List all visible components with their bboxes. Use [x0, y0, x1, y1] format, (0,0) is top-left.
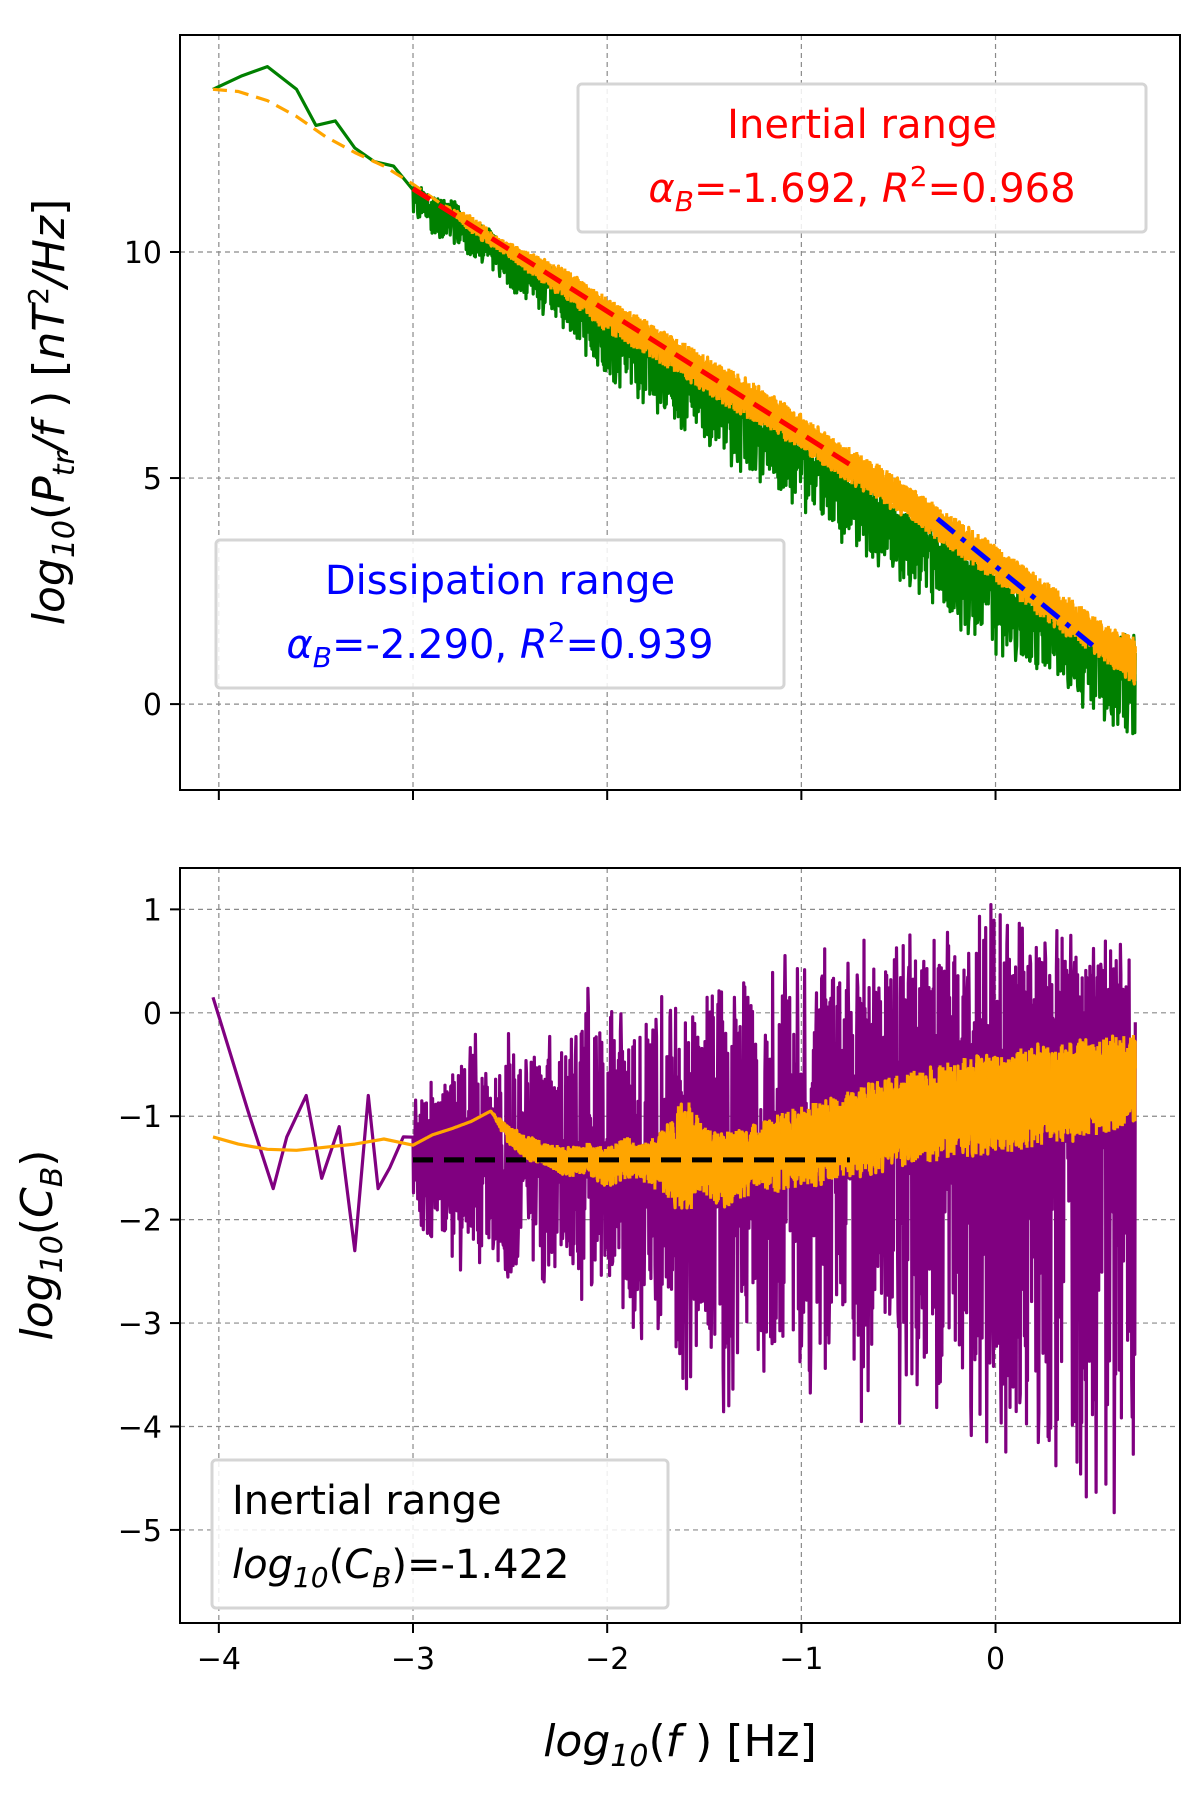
bottom-series-smoothed-dense	[508, 1034, 1137, 1210]
cb-legend-box	[210, 1458, 670, 1610]
bottom-x-tick-label: −4	[197, 1642, 241, 1677]
bottom-y-tick-label: −4	[118, 1410, 162, 1445]
top-ticks: 0 5 10	[124, 236, 997, 800]
bottom-x-tick-label: −2	[585, 1642, 629, 1677]
bottom-x-tick-label: −1	[779, 1642, 823, 1677]
x-axis-title: log10(f ) [Hz]	[543, 1716, 817, 1774]
bottom-y-tick-label: −3	[118, 1307, 162, 1342]
top-panel: 0 5 10 log10(Ptr/f ) [nT2/Hz] Inertial ran…	[22, 34, 1181, 800]
bottom-y-tick-label: −1	[118, 1100, 162, 1135]
cb-inertial-annotation: Inertial range log10(CB)=-1.422	[210, 1458, 670, 1610]
top-y-axis-title: log10(Ptr/f ) [nT2/Hz]	[22, 199, 82, 626]
dissipation-legend-stats: αB=-2.290, R2=0.939	[286, 616, 713, 674]
dissipation-legend-box	[214, 538, 786, 690]
bottom-panel: −4 −3 −2 −1 0 1 0 −1 −2 −3 −4 −5 log10(CB) log10(f …	[12, 867, 1181, 1774]
bottom-x-tick-label: −3	[391, 1642, 435, 1677]
top-y-tick-label: 0	[143, 688, 162, 723]
bottom-series	[211, 903, 1137, 1515]
top-inertial-fit-line	[411, 186, 852, 467]
top-plot-frame	[179, 34, 1181, 791]
bottom-ticks: −4 −3 −2 −1 0 1 0 −1 −2 −3 −4 −5	[118, 893, 1005, 1677]
bottom-y-tick-label: −5	[118, 1514, 162, 1549]
dissipation-legend-title: Dissipation range	[325, 558, 675, 604]
bottom-y-axis-title: log10(CB)	[12, 1150, 70, 1341]
top-series-smoothed-dense	[460, 214, 1137, 683]
top-y-tick-label: 10	[124, 236, 162, 271]
bottom-x-tick-label: 0	[986, 1642, 1005, 1677]
inertial-legend-stats: αB=-1.692, R2=0.968	[648, 160, 1075, 218]
dissipation-range-annotation: Dissipation range αB=-2.290, R2=0.939	[214, 538, 786, 690]
bottom-y-tick-label: 1	[143, 893, 162, 928]
inertial-range-annotation: Inertial range αB=-1.692, R2=0.968	[576, 82, 1148, 234]
top-y-tick-label: 5	[143, 462, 162, 497]
inertial-legend-title: Inertial range	[727, 102, 997, 148]
top-grid	[180, 35, 1180, 790]
top-series	[212, 65, 1137, 736]
cb-legend-title: Inertial range	[232, 1478, 502, 1524]
bottom-plot-frame	[179, 867, 1181, 1624]
inertial-legend-box	[576, 82, 1148, 234]
bottom-y-tick-label: −2	[118, 1204, 162, 1239]
top-dissipation-fit-line	[935, 516, 1095, 648]
bottom-y-tick-label: 0	[143, 997, 162, 1032]
cb-legend-value: log10(CB)=-1.422	[232, 1542, 569, 1594]
